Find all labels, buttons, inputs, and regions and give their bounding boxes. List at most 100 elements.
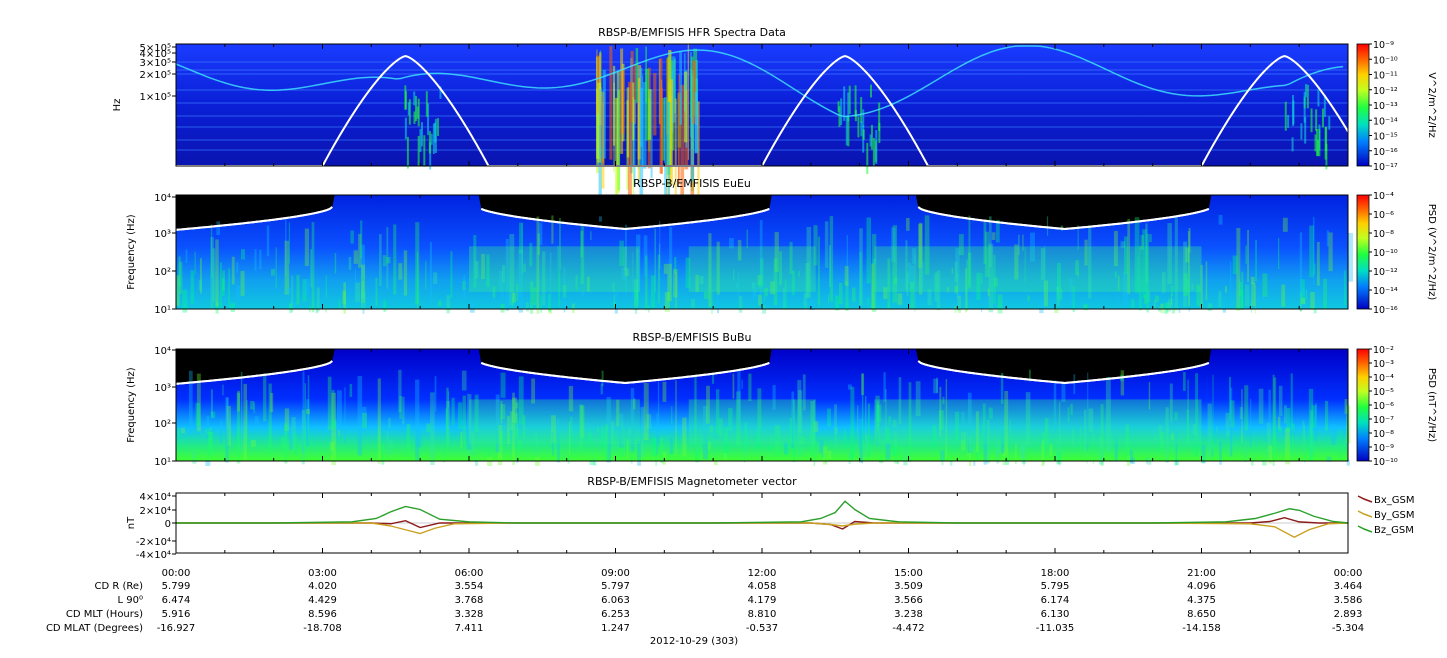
ephemeris-value: 4.429 xyxy=(308,595,337,606)
y-tick-label: 10³ xyxy=(154,383,171,394)
y-tick-label: 10⁴ xyxy=(154,346,171,357)
ephemeris-value: 6.174 xyxy=(1041,595,1070,606)
date-label: 2012-10-29 (303) xyxy=(650,636,738,647)
ephemeris-value: 5.795 xyxy=(1041,581,1070,592)
ephemeris-value: -0.537 xyxy=(746,623,778,634)
colorbar-tick-label: 10⁻⁵ xyxy=(1373,387,1394,398)
colorbar-tick-label: 10⁻¹⁰ xyxy=(1373,55,1398,66)
ephemeris-label: L 90⁰ xyxy=(118,595,143,606)
ephemeris-value: 4.375 xyxy=(1187,595,1216,606)
colorbar xyxy=(1356,194,1370,310)
colorbar-tick-label: 10⁻⁶ xyxy=(1373,401,1394,412)
colorbar-tick-label: 10⁻⁹ xyxy=(1373,443,1394,454)
colorbar-label: PSD (V^2/m^2/Hz) xyxy=(1426,204,1437,301)
ephemeris-value: 6.063 xyxy=(601,595,630,606)
x-tick-label: 09:00 xyxy=(601,568,630,579)
colorbar-tick-label: 10⁻¹¹ xyxy=(1373,71,1398,82)
x-tick-label: 00:00 xyxy=(1334,568,1363,579)
ephemeris-value: 4.096 xyxy=(1187,581,1216,592)
y-tick-label: 10² xyxy=(154,267,171,278)
ephemeris-value: 2.893 xyxy=(1334,609,1363,620)
ephemeris-value: 3.566 xyxy=(894,595,923,606)
ephemeris-value: 4.058 xyxy=(748,581,777,592)
panel-4: RBSP-B/EMFISIS Magnetometer vector Bx_GSM… xyxy=(126,475,1415,561)
colorbar-tick-label: 10⁻³ xyxy=(1373,359,1394,370)
y-tick-label: 1×10⁵ xyxy=(140,92,171,103)
ephemeris-value: 1.247 xyxy=(601,623,630,634)
plot-area xyxy=(176,44,1348,166)
legend-label: By_GSM xyxy=(1374,510,1415,521)
colorbar-tick-label: 10⁻¹³ xyxy=(1373,101,1398,112)
colorbar-tick-label: 10⁻¹⁷ xyxy=(1373,162,1398,173)
ephemeris-value: 3.464 xyxy=(1334,581,1363,592)
colorbar-tick-label: 10⁻¹⁶ xyxy=(1373,147,1398,158)
ephemeris-value: 3.554 xyxy=(455,581,484,592)
colorbar-tick-label: 10⁻¹² xyxy=(1373,86,1398,97)
ephemeris-value: -4.472 xyxy=(892,623,924,634)
colorbar-tick-label: 10⁻⁹ xyxy=(1373,40,1394,51)
y-tick-label: -4×10⁴ xyxy=(136,550,171,561)
colorbar-tick-label: 10⁻⁸ xyxy=(1373,229,1394,240)
ephemeris-value: 3.768 xyxy=(455,595,484,606)
y-axis-label: Frequency (Hz) xyxy=(126,214,137,290)
colorbar xyxy=(1356,348,1370,462)
colorbar-tick-label: 10⁻¹⁴ xyxy=(1373,116,1398,127)
ephemeris-value: 3.509 xyxy=(894,581,923,592)
x-tick-label: 21:00 xyxy=(1187,568,1216,579)
series-line-Bx_GSM xyxy=(176,517,1348,530)
x-tick-label: 15:00 xyxy=(894,568,923,579)
panel-title: RBSP-B/EMFISIS HFR Spectra Data xyxy=(598,26,786,39)
ephemeris-value: 6.130 xyxy=(1041,609,1070,620)
x-tick-label: 00:00 xyxy=(162,568,191,579)
ephemeris-value: -5.304 xyxy=(1332,623,1364,634)
ephemeris-label: CD MLT (Hours) xyxy=(66,609,143,620)
y-tick-label: 2×10⁵ xyxy=(140,70,171,81)
panel-title: RBSP-B/EMFISIS BuBu xyxy=(633,331,752,344)
y-tick-label: 4×10⁵ xyxy=(140,49,171,60)
ephemeris-value: 3.238 xyxy=(894,609,923,620)
y-axis-label: nT xyxy=(126,516,137,529)
colorbar-label: PSD (nT^2/Hz) xyxy=(1426,368,1437,442)
x-tick-label: 18:00 xyxy=(1041,568,1070,579)
legend-entry-By_GSM: By_GSM xyxy=(1357,510,1415,521)
y-tick-label: 2×10⁴ xyxy=(140,506,171,517)
panel-3: RBSP-B/EMFISIS BuBu 10⁴ 10³ 10² 10¹ Frequency… xyxy=(126,331,1437,468)
ephemeris-value: 4.020 xyxy=(308,581,337,592)
series-line-Bz_GSM xyxy=(176,500,1349,524)
ephemeris-value: 8.596 xyxy=(308,609,337,620)
legend-entry-Bx_GSM: Bx_GSM xyxy=(1357,495,1415,506)
ephemeris-value: 8.810 xyxy=(748,609,777,620)
y-tick-label: 4×10⁴ xyxy=(140,492,171,503)
ephemeris-value: 5.799 xyxy=(162,581,191,592)
colorbar-tick-label: 10⁻⁴ xyxy=(1373,373,1394,384)
ephemeris-value: 6.474 xyxy=(162,595,191,606)
ephemeris-label: CD MLAT (Degrees) xyxy=(46,623,143,634)
ephemeris-value: 6.253 xyxy=(601,609,630,620)
legend-label: Bz_GSM xyxy=(1374,525,1414,536)
y-tick-label: 10¹ xyxy=(154,457,171,468)
ephemeris-value: 5.916 xyxy=(162,609,191,620)
colorbar-tick-label: 10⁻² xyxy=(1373,345,1394,356)
colorbar-label: V^2/m^2/Hz xyxy=(1426,72,1437,138)
y-tick-label: 5×10⁵ xyxy=(140,43,171,54)
panel-2: RBSP-B/EMFISIS EuEu 10⁴ 10³ 10² 10¹ Frequency… xyxy=(126,177,1437,316)
x-tick-label: 06:00 xyxy=(455,568,484,579)
series-line-By_GSM xyxy=(176,522,1349,539)
colorbar-tick-label: 10⁻⁶ xyxy=(1373,210,1394,221)
ephemeris-value: -14.158 xyxy=(1182,623,1221,634)
y-tick-label: 3×10⁵ xyxy=(140,58,171,69)
y-tick-label: -2×10⁴ xyxy=(136,537,171,548)
y-axis-label: Hz xyxy=(112,99,123,112)
colorbar-tick-label: 10⁻⁷ xyxy=(1373,415,1394,426)
ephemeris-value: 5.797 xyxy=(601,581,630,592)
x-tick-label: 03:00 xyxy=(308,568,337,579)
panel-title: RBSP-B/EMFISIS EuEu xyxy=(633,177,751,190)
colorbar-tick-label: 10⁻⁴ xyxy=(1373,191,1394,202)
panel-1: RBSP-B/EMFISIS HFR Spectra Data 5×10⁵4×10… xyxy=(112,26,1437,222)
x-tick-label: 12:00 xyxy=(748,568,777,579)
colorbar-tick-label: 10⁻¹⁴ xyxy=(1373,286,1398,297)
y-tick-label: 0 xyxy=(165,519,171,530)
colorbar xyxy=(1356,43,1370,167)
colorbar-tick-label: 10⁻¹⁵ xyxy=(1373,132,1398,143)
